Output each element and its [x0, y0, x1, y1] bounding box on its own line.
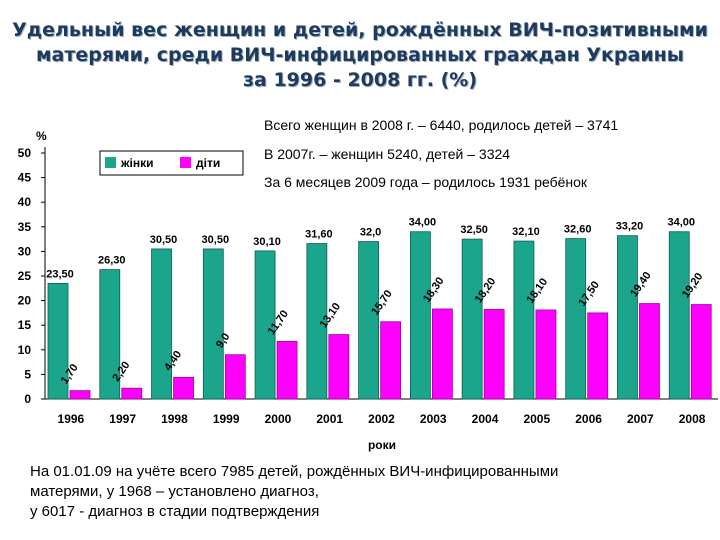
bar-women	[617, 235, 638, 400]
x-tick-label: 2003	[420, 412, 447, 426]
bar-children	[483, 309, 505, 400]
bar-children	[431, 308, 453, 400]
x-tick-label: 2000	[265, 412, 292, 426]
y-tick-label: 20	[18, 294, 32, 308]
y-axis-label: %	[36, 129, 47, 143]
bar-women	[513, 240, 535, 400]
value-label-women: 32,50	[460, 224, 488, 236]
bar-women	[668, 231, 690, 400]
y-tick-label: 35	[18, 220, 32, 234]
x-tick-label: 2004	[472, 412, 499, 426]
value-label-women: 34,00	[667, 217, 695, 229]
value-label-women: 26,30	[98, 255, 126, 267]
title-line-2: матерями, среди ВИЧ-инфицированных гражд…	[36, 44, 684, 66]
x-tick-label: 2007	[627, 412, 654, 426]
legend-swatch-children	[180, 157, 191, 168]
value-label-women: 34,00	[409, 217, 437, 229]
bar-women	[358, 241, 380, 400]
footer-line-1: На 01.01.09 на учёте всего 7985 детей, р…	[30, 463, 559, 480]
x-tick-label: 2006	[575, 412, 602, 426]
x-tick-label: 1998	[161, 412, 188, 426]
legend-label-children: діти	[196, 156, 220, 170]
value-label-women: 30,50	[202, 234, 230, 246]
legend-swatch-women	[105, 157, 116, 168]
legend-label-women: жінки	[120, 156, 153, 170]
bar-women	[565, 238, 587, 400]
bar-women	[151, 248, 172, 400]
footer-line-2: матерями, у 1968 – установлено диагноз,	[30, 483, 319, 500]
bar-women	[99, 269, 121, 400]
bar-children	[535, 309, 557, 400]
y-tick-label: 40	[18, 195, 32, 209]
note-2008: Всего женщин в 2008 г. – 6440, родилось …	[264, 117, 619, 133]
bar-children	[380, 321, 402, 400]
note-2009: За 6 месяцев 2009 года – родилось 1931 р…	[264, 174, 588, 190]
value-label-women: 23,50	[46, 268, 74, 280]
chart-title: Удельный вес женщин и детей, рождённых В…	[10, 18, 710, 93]
value-label-women: 32,0	[360, 227, 381, 239]
title-line-1: Удельный вес женщин и детей, рождённых В…	[12, 19, 708, 41]
bar-children	[587, 312, 609, 400]
legend-box	[99, 150, 244, 176]
x-tick-label: 1999	[213, 412, 240, 426]
note-2007: В 2007г. – женщин 5240, детей – 3324	[264, 146, 511, 162]
bar-children	[328, 334, 350, 400]
y-tick-label: 45	[18, 171, 32, 185]
bar-children	[690, 304, 712, 400]
value-label-women: 30,50	[150, 234, 178, 246]
bar-children	[69, 390, 91, 400]
value-label-women: 31,60	[305, 229, 333, 241]
bar-children	[639, 303, 660, 400]
x-tick-label: 1997	[109, 412, 136, 426]
bar-women	[202, 248, 224, 400]
bar-women	[254, 250, 276, 400]
footer-line-3: у 6017 - диагноз в стадии подтверждения	[30, 503, 320, 520]
y-tick-label: 15	[18, 318, 32, 332]
value-label-women: 32,10	[512, 226, 540, 238]
bar-children	[121, 387, 143, 400]
y-tick-label: 10	[18, 343, 32, 357]
bar-chart: 05101520253035404550%23,501,70199626,302…	[18, 129, 718, 452]
bar-children	[276, 341, 298, 400]
bar-women	[47, 282, 69, 400]
bar-women	[461, 238, 483, 400]
y-tick-label: 30	[18, 244, 32, 258]
bar-children	[173, 376, 194, 400]
x-tick-label: 2001	[316, 412, 343, 426]
y-tick-label: 5	[24, 367, 31, 381]
x-tick-label: 1996	[58, 412, 85, 426]
value-label-women: 32,60	[564, 224, 592, 236]
x-tick-label: 2002	[368, 412, 395, 426]
y-tick-label: 25	[18, 269, 32, 283]
value-label-women: 33,20	[616, 221, 644, 233]
bar-women	[306, 243, 328, 400]
bar-children	[224, 354, 246, 400]
x-tick-label: 2005	[523, 412, 550, 426]
x-axis-label: роки	[368, 438, 396, 452]
x-tick-label: 2008	[679, 412, 706, 426]
y-tick-label: 50	[18, 146, 32, 160]
footer-text: На 01.01.09 на учёте всего 7985 детей, р…	[30, 462, 720, 522]
value-label-women: 30,10	[253, 236, 281, 248]
bar-women	[409, 231, 431, 400]
title-line-3: за 1996 - 2008 гг. (%)	[242, 69, 478, 91]
y-tick-label: 0	[24, 392, 31, 406]
